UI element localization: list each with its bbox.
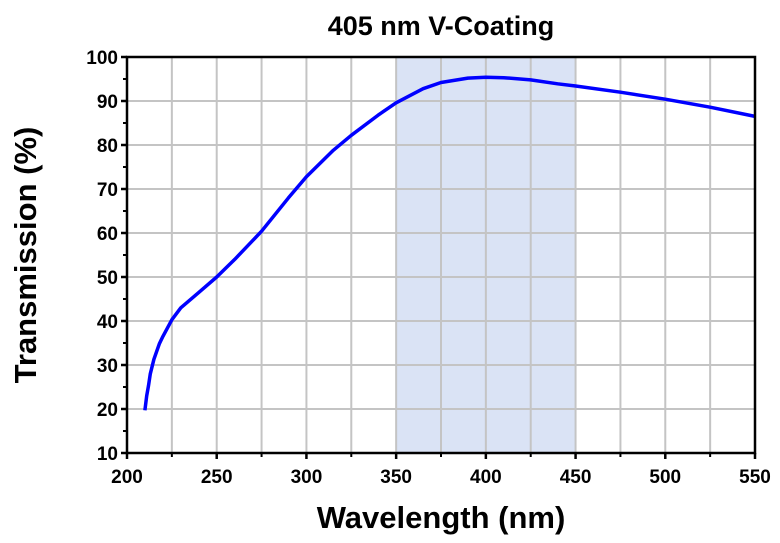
x-tick-label: 300 [291,467,323,488]
y-tick-label: 40 [97,312,118,333]
y-tick-label: 80 [97,136,118,157]
y-tick-label: 100 [86,48,118,69]
y-tick-label: 90 [97,92,118,113]
chart-title: 405 nm V-Coating [328,11,555,41]
x-tick-label: 400 [470,467,502,488]
x-tick-label: 500 [649,467,681,488]
y-tick-label: 30 [97,356,118,377]
x-tick-label: 350 [380,467,412,488]
y-axis-label: Transmission (%) [8,127,43,384]
x-axis-label: Wavelength (nm) [317,500,566,535]
series-line [143,75,756,411]
y-tick-label: 70 [97,180,118,201]
x-tick-label: 200 [111,467,143,488]
y-tick-label: 50 [97,268,118,289]
y-tick-label: 60 [97,224,118,245]
y-tick-label: 20 [97,400,118,421]
x-tick-label: 450 [560,467,592,488]
x-tick-label: 550 [739,467,771,488]
y-tick-label: 10 [97,444,118,465]
x-tick-label: 250 [201,467,233,488]
